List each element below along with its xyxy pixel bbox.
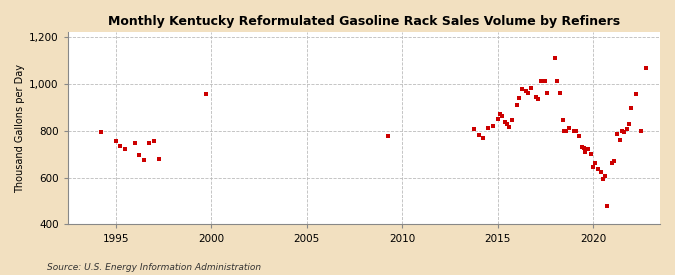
- Point: [533, 97, 543, 101]
- Point: [614, 138, 625, 142]
- Point: [607, 161, 618, 166]
- Point: [586, 152, 597, 156]
- Point: [473, 133, 484, 138]
- Point: [630, 92, 641, 96]
- Point: [521, 89, 532, 93]
- Point: [487, 124, 498, 128]
- Point: [500, 120, 511, 125]
- Point: [564, 126, 574, 130]
- Point: [597, 177, 608, 181]
- Point: [583, 147, 594, 152]
- Point: [574, 134, 585, 139]
- Point: [590, 161, 601, 166]
- Point: [110, 139, 121, 143]
- Point: [580, 150, 591, 154]
- Point: [635, 128, 646, 133]
- Point: [492, 117, 503, 121]
- Point: [468, 127, 479, 131]
- Point: [512, 103, 522, 107]
- Point: [535, 79, 546, 83]
- Point: [641, 66, 651, 70]
- Point: [115, 144, 126, 148]
- Point: [588, 165, 599, 169]
- Point: [576, 145, 587, 149]
- Point: [570, 128, 581, 133]
- Y-axis label: Thousand Gallons per Day: Thousand Gallons per Day: [15, 64, 25, 193]
- Text: Source: U.S. Energy Information Administration: Source: U.S. Energy Information Administ…: [47, 263, 261, 272]
- Point: [551, 79, 562, 83]
- Point: [609, 159, 620, 163]
- Point: [554, 91, 565, 95]
- Point: [144, 141, 155, 146]
- Point: [494, 112, 505, 116]
- Title: Monthly Kentucky Reformulated Gasoline Rack Sales Volume by Refiners: Monthly Kentucky Reformulated Gasoline R…: [108, 15, 620, 28]
- Point: [134, 153, 145, 157]
- Point: [513, 95, 524, 100]
- Point: [595, 169, 606, 174]
- Point: [153, 156, 164, 161]
- Point: [568, 128, 579, 133]
- Point: [559, 128, 570, 133]
- Point: [542, 91, 553, 95]
- Point: [561, 128, 572, 133]
- Point: [549, 56, 560, 60]
- Point: [201, 92, 212, 96]
- Point: [599, 174, 610, 178]
- Point: [616, 128, 627, 133]
- Point: [139, 158, 150, 162]
- Point: [621, 127, 632, 131]
- Point: [540, 79, 551, 83]
- Point: [612, 132, 622, 136]
- Point: [130, 141, 140, 146]
- Point: [516, 87, 527, 92]
- Point: [523, 91, 534, 95]
- Point: [148, 139, 159, 143]
- Point: [557, 118, 568, 122]
- Point: [531, 94, 541, 99]
- Point: [618, 130, 629, 134]
- Point: [578, 146, 589, 150]
- Point: [624, 121, 634, 126]
- Point: [526, 86, 537, 90]
- Point: [506, 118, 517, 122]
- Point: [593, 167, 603, 172]
- Point: [602, 204, 613, 208]
- Point: [96, 130, 107, 134]
- Point: [502, 121, 512, 126]
- Point: [483, 126, 493, 130]
- Point: [478, 135, 489, 140]
- Point: [626, 106, 637, 111]
- Point: [383, 134, 394, 139]
- Point: [119, 147, 130, 152]
- Point: [504, 125, 514, 129]
- Point: [497, 114, 508, 119]
